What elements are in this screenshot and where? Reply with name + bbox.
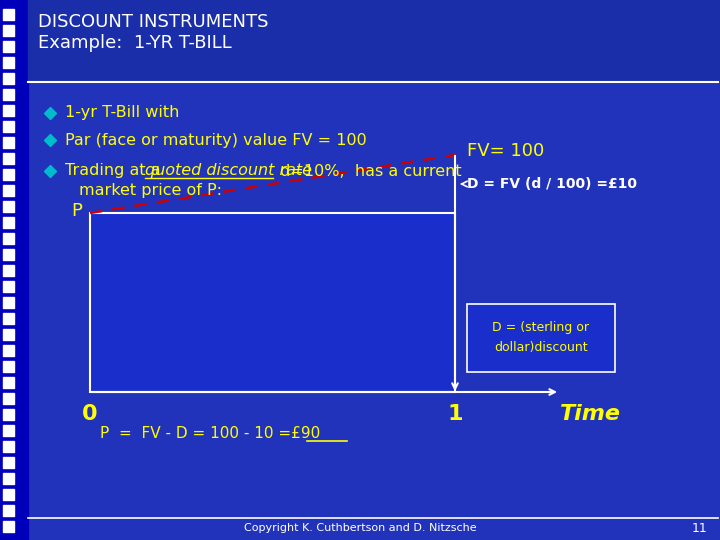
Text: FV= 100: FV= 100 [467,142,544,160]
Bar [3,137,14,148]
Bar [3,377,14,388]
Bar [3,489,14,500]
Bar [28,0,720,80]
Bar [3,233,14,244]
Bar [3,249,14,260]
Text: 1: 1 [447,404,463,424]
Text: quoted discount rate: quoted discount rate [145,164,312,179]
Text: DISCOUNT INSTRUMENTS: DISCOUNT INSTRUMENTS [38,13,269,31]
Text: Copyright K. Cuthbertson and D. Nitzsche: Copyright K. Cuthbertson and D. Nitzsche [243,523,477,533]
Bar [3,153,14,164]
Bar [3,9,14,20]
Bar [3,329,14,340]
Bar [3,313,14,324]
Bar [3,73,14,84]
Text: market price of P:: market price of P: [79,183,222,198]
Text: 1-yr T-Bill with: 1-yr T-Bill with [65,105,179,120]
Bar [3,121,14,132]
Bar [3,185,14,196]
Text: Trading at a: Trading at a [65,164,166,179]
Bar [3,425,14,436]
Text: 11: 11 [692,522,708,535]
Bar [3,473,14,484]
Bar [3,457,14,468]
Bar [3,521,14,532]
Bar [3,265,14,276]
Bar [3,105,14,116]
Bar [3,41,14,52]
Text: P: P [71,202,82,220]
Bar [3,281,14,292]
Text: Example:  1-YR T-BILL: Example: 1-YR T-BILL [38,34,232,52]
Bar [3,57,14,68]
Bar [3,201,14,212]
Text: d=10%,  has a current: d=10%, has a current [275,164,462,179]
Bar [467,304,615,372]
Text: D = FV (d / 100) =£10: D = FV (d / 100) =£10 [467,177,637,191]
Text: dollar)discount: dollar)discount [494,341,588,354]
Text: P  =  FV - D = 100 - 10 =£90: P = FV - D = 100 - 10 =£90 [100,427,320,442]
Bar [3,441,14,452]
Text: D = (sterling or: D = (sterling or [492,321,590,334]
Bar [3,89,14,100]
Bar [3,297,14,308]
Bar [3,25,14,36]
Bar [3,393,14,404]
Bar [3,505,14,516]
Bar [3,217,14,228]
Bar [90,213,455,392]
Text: Par (face or maturity) value FV = 100: Par (face or maturity) value FV = 100 [65,132,366,147]
Bar [0,0,28,540]
Text: Time: Time [559,404,621,424]
Text: 0: 0 [82,404,98,424]
Bar [3,345,14,356]
Bar [3,169,14,180]
Bar [3,361,14,372]
Bar [3,409,14,420]
